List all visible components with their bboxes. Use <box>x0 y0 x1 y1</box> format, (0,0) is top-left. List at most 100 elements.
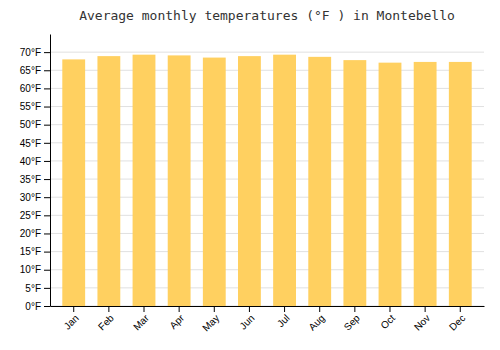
bar <box>133 55 156 306</box>
tick: 30°F <box>20 192 50 203</box>
tick: Feb <box>96 306 116 332</box>
tick-label: 15°F <box>20 246 41 257</box>
tick-label: Sep <box>342 312 363 333</box>
tick: 60°F <box>20 83 50 94</box>
tick-label: 60°F <box>20 83 41 94</box>
tick: Jun <box>237 306 256 332</box>
bar <box>168 55 191 306</box>
tick-mark <box>44 179 50 180</box>
grid <box>50 52 484 306</box>
tick: May <box>200 306 221 334</box>
tick-label: 65°F <box>20 65 41 76</box>
grid-line <box>50 52 484 53</box>
bars <box>62 55 471 306</box>
bar <box>343 60 366 306</box>
tick: Jan <box>62 306 81 332</box>
tick-mark <box>44 88 50 89</box>
y-axis: 0°F 5°F 10°F 15°F 20°F 25°F 30°F 35°F 40°F 45°F 50… <box>20 35 51 312</box>
tick-mark <box>284 306 285 312</box>
tick-mark <box>44 270 50 271</box>
tick-label: 25°F <box>20 210 41 221</box>
tick: 70°F <box>20 47 50 58</box>
tick: 50°F <box>20 119 50 130</box>
tick: 40°F <box>20 156 50 167</box>
tick: 65°F <box>20 65 50 76</box>
chart: 0°F 5°F 10°F 15°F 20°F 25°F 30°F 35°F 40°F 45°F 50… <box>0 0 500 350</box>
plot: 0°F 5°F 10°F 15°F 20°F 25°F 30°F 35°F 40°F 45°F 50… <box>20 35 485 334</box>
tick-label: 45°F <box>20 138 41 149</box>
bar <box>273 55 296 306</box>
tick: 45°F <box>20 138 50 149</box>
bar <box>62 59 85 306</box>
tick: Nov <box>412 306 432 333</box>
tick: 15°F <box>20 246 50 257</box>
tick-mark <box>44 70 50 71</box>
tick: 20°F <box>20 228 50 239</box>
bar <box>203 58 226 306</box>
tick: Mar <box>131 306 151 332</box>
bar <box>97 56 120 306</box>
tick-mark <box>44 161 50 162</box>
tick-mark <box>44 125 50 126</box>
tick-label: Apr <box>167 312 186 331</box>
tick-label: 70°F <box>20 47 41 58</box>
tick-mark <box>44 215 50 216</box>
tick: 25°F <box>20 210 50 221</box>
tick: 35°F <box>20 174 50 185</box>
tick: 0°F <box>25 301 50 312</box>
tick: Dec <box>447 306 467 333</box>
tick-mark <box>44 143 50 144</box>
bar <box>238 56 261 306</box>
tick-label: 30°F <box>20 192 41 203</box>
tick: 5°F <box>25 283 50 294</box>
tick-label: 20°F <box>20 228 41 239</box>
tick-label: Feb <box>96 312 116 332</box>
tick-mark <box>214 306 215 312</box>
tick-label: 40°F <box>20 156 41 167</box>
tick-label: Jan <box>62 312 81 331</box>
tick: Aug <box>306 306 326 333</box>
tick-mark <box>44 306 50 307</box>
tick-mark <box>425 306 426 312</box>
title: Average monthly temperatures (°F ) in Mo… <box>79 8 455 23</box>
tick-label: Jul <box>275 312 292 329</box>
tick-mark <box>319 306 320 312</box>
tick-label: 5°F <box>25 283 41 294</box>
tick-label: Dec <box>447 312 467 332</box>
tick-label: Aug <box>306 312 326 332</box>
tick-mark <box>179 306 180 312</box>
bar <box>414 62 437 306</box>
tick-mark <box>354 306 355 312</box>
tick-label: 35°F <box>20 174 41 185</box>
bar <box>379 63 402 306</box>
bar <box>449 62 472 306</box>
tick-mark <box>44 107 50 108</box>
tick-mark <box>389 306 390 312</box>
tick: 10°F <box>20 264 50 275</box>
bar <box>308 57 331 306</box>
tick-mark <box>144 306 145 312</box>
axis-line <box>50 35 51 307</box>
tick-mark <box>73 306 74 312</box>
tick-label: Jun <box>237 312 256 331</box>
tick-label: 10°F <box>20 264 41 275</box>
tick-mark <box>44 252 50 253</box>
tick: Jul <box>275 306 292 329</box>
tick: Sep <box>342 306 363 333</box>
tick-label: Nov <box>412 312 432 332</box>
tick: Apr <box>167 306 186 331</box>
tick-label: Mar <box>131 312 151 332</box>
tick: 55°F <box>20 101 50 112</box>
tick-mark <box>44 288 50 289</box>
axis-line <box>51 306 485 307</box>
tick-label: 55°F <box>20 101 41 112</box>
tick-mark <box>460 306 461 312</box>
tick-label: May <box>200 312 221 333</box>
tick-label: Oct <box>378 312 397 331</box>
tick-mark <box>44 197 50 198</box>
tick-mark <box>249 306 250 312</box>
tick-mark <box>44 233 50 234</box>
tick-mark <box>44 52 50 53</box>
x-axis: Jan Feb Mar Apr May Jun Jul Aug Sep Oct Nov Dec <box>51 306 485 334</box>
tick: Oct <box>378 306 397 331</box>
